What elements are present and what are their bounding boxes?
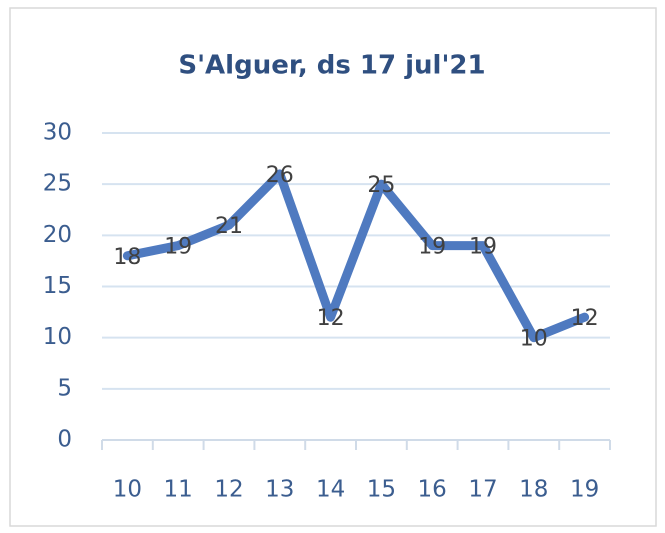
line — [122, 169, 590, 343]
y-tick-label: 10 — [43, 324, 72, 350]
data-label: 18 — [113, 245, 141, 270]
x-tick-label: 17 — [468, 477, 497, 503]
data-label: 19 — [164, 235, 192, 260]
x-tick-label: 11 — [164, 477, 193, 503]
x-tick-label: 19 — [570, 477, 599, 503]
y-tick-label: 15 — [43, 273, 72, 299]
y-tick-label: 30 — [43, 120, 72, 146]
x-tick-label: 12 — [214, 477, 243, 503]
data-label: 12 — [571, 306, 599, 331]
data-label: 12 — [317, 306, 345, 331]
x-tick-label: 18 — [519, 477, 548, 503]
y-tick-label: 25 — [43, 171, 72, 197]
chart-title: S'Alguer, ds 17 jul'21 — [178, 51, 485, 81]
data-label: 21 — [215, 214, 243, 239]
x-tick-label: 13 — [265, 477, 294, 503]
x-tick-label: 14 — [316, 477, 345, 503]
x-tick-label: 10 — [113, 477, 142, 503]
data-label: 25 — [367, 173, 395, 198]
y-tick-label: 5 — [57, 375, 72, 401]
data-label: 19 — [418, 235, 446, 260]
data-label: 10 — [520, 327, 548, 352]
x-tick-label: 15 — [367, 477, 396, 503]
y-tick-label: 0 — [57, 427, 72, 453]
data-label: 19 — [469, 235, 497, 260]
y-tick-label: 20 — [43, 222, 72, 248]
data-label: 26 — [266, 163, 294, 188]
x-tick-label: 16 — [418, 477, 447, 503]
